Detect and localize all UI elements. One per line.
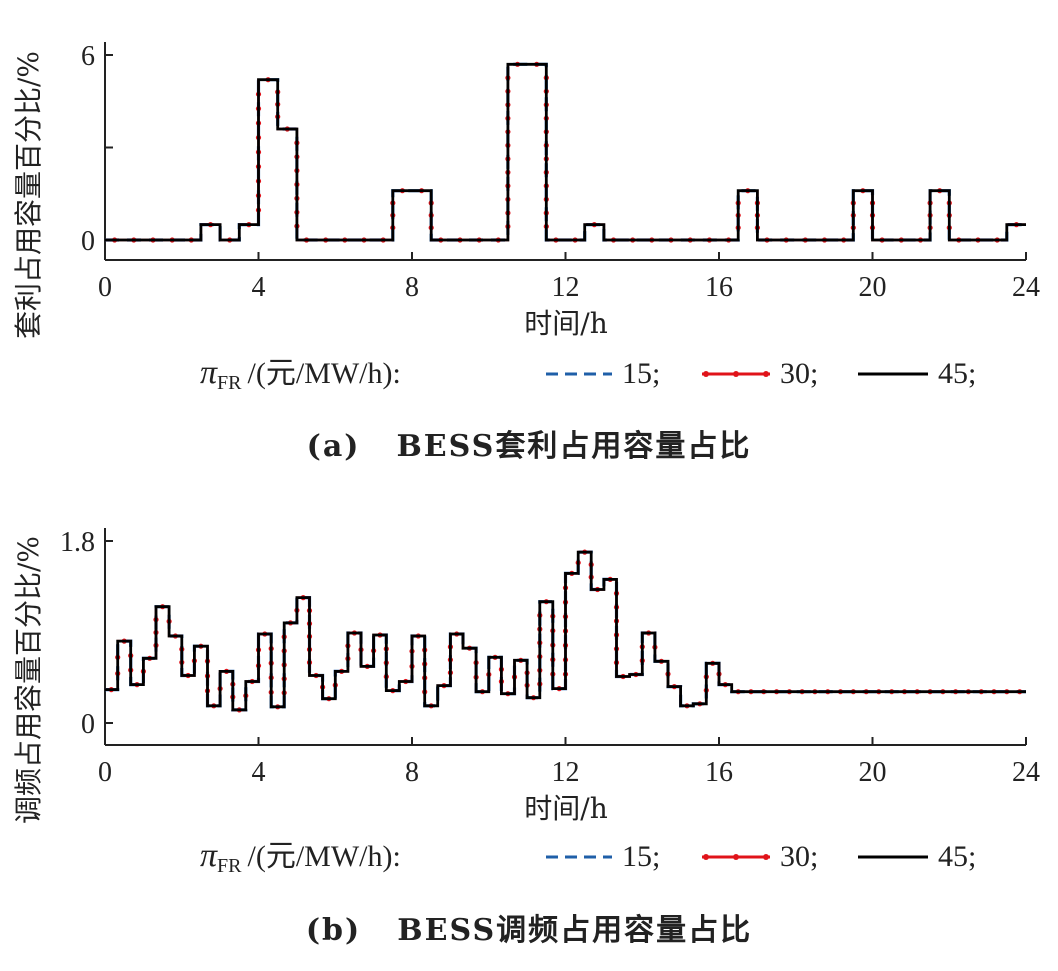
chart-a-legend-unit: /(元/MW/h): <box>248 357 401 390</box>
chart-a-caption-title: BESS套利占用容量占比 <box>396 429 751 464</box>
chart-b-series <box>105 549 1026 713</box>
chart-a-y-axis-title: 套利占用容量百分比/% <box>12 51 45 339</box>
chart-b-x-tick-label: 24 <box>1012 757 1040 788</box>
chart-b-legend-unit: /(元/MW/h): <box>248 840 401 873</box>
chart-b-x-tick-label: 4 <box>252 757 266 788</box>
chart-b-x-tick-label: 0 <box>98 757 112 788</box>
chart-a-legend-prefix: πFR /(元/MW/h): <box>200 354 401 394</box>
chart-b-legend-label-30: 30; <box>780 840 818 873</box>
chart-b-legend-label-45: 45; <box>938 840 976 873</box>
chart-b-legend-marker-30c <box>763 854 769 860</box>
chart-b-x-tick-label: 8 <box>405 757 419 788</box>
chart-a-axes <box>104 42 1026 261</box>
chart-b-caption-title: BESS调频占用容量占比 <box>397 913 752 948</box>
chart-a-caption-label: (a) <box>307 429 361 464</box>
chart-b-y-tick-label: 0 <box>81 709 95 740</box>
chart-a-legend-marker-30b <box>733 371 739 377</box>
chart-b-legend-sub: FR <box>217 855 242 877</box>
chart-a-x-tick-label: 20 <box>859 272 887 303</box>
chart-a-x-tick-label: 4 <box>252 272 266 303</box>
chart-a-caption: (a) BESS套利占用容量占比 <box>307 429 752 464</box>
chart-b-legend-prefix: πFR /(元/MW/h): <box>200 837 401 877</box>
chart-a-legend-sub: FR <box>217 372 242 394</box>
chart-a-legend-marker-30c <box>763 371 769 377</box>
chart-a-legend: πFR /(元/MW/h): 15; 30; 45; <box>200 354 976 394</box>
chart-a-x-tick-label: 8 <box>405 272 419 303</box>
chart-a-x-axis-title: 时间/h <box>524 307 607 340</box>
chart-a-x-tick-label: 12 <box>552 272 580 303</box>
chart-b-x-tick-label: 12 <box>552 757 580 788</box>
chart-a-series-30-line <box>105 63 1026 242</box>
chart-a-legend-marker-30a <box>703 371 709 377</box>
chart-a-x-tick-label: 0 <box>98 272 112 303</box>
chart-b-caption-label: (b) <box>306 913 361 948</box>
chart-a-y-tick-label: 0 <box>81 226 95 257</box>
chart-a-legend-label-15: 15; <box>622 357 660 390</box>
chart-a-legend-symbol: π <box>200 354 218 391</box>
chart-b-caption: (b) BESS调频占用容量占比 <box>306 913 752 948</box>
chart-b-x-tick-label: 16 <box>705 757 733 788</box>
chart-b-legend-symbol: π <box>200 837 218 874</box>
chart-a-x-ticks: 0 4 8 12 16 20 24 <box>98 252 1040 303</box>
chart-a-series-45-line <box>105 62 1026 242</box>
chart-b-series-45-line <box>105 550 1026 712</box>
chart-b-x-tick-label: 20 <box>859 757 887 788</box>
chart-a-series <box>105 61 1026 243</box>
chart-a-legend-label-45: 45; <box>938 357 976 390</box>
chart-a-series-15-line <box>105 62 1026 242</box>
chart-a-x-tick-label: 16 <box>705 272 733 303</box>
chart-a-legend-label-30: 30; <box>780 357 818 390</box>
chart-a-y-tick-label: 6 <box>81 41 95 72</box>
chart-b-legend-marker-30a <box>703 854 709 860</box>
chart-b-x-ticks: 0 4 8 12 16 20 24 <box>98 737 1040 788</box>
chart-b-legend: πFR /(元/MW/h): 15; 30; 45; <box>200 837 976 877</box>
chart-b: 0 4 8 12 16 20 24 01.8 时间/h 调频占用容量百分比/% πFR/(元… <box>12 527 1040 948</box>
chart-b-legend-label-15: 15; <box>622 840 660 873</box>
chart-b-x-axis-title: 时间/h <box>524 792 607 825</box>
chart-b-y-ticks: 01.8 <box>60 527 113 740</box>
chart-a-x-tick-label: 24 <box>1012 272 1040 303</box>
chart-b-legend-marker-30b <box>733 854 739 860</box>
chart-a-y-ticks: 06 <box>81 41 113 257</box>
chart-a: 0 4 8 12 16 20 24 06 时间/h 套利占用容量百分比/% πFR/(元/M… <box>12 41 1040 464</box>
chart-b-y-tick-label: 1.8 <box>60 527 95 558</box>
chart-b-y-axis-title: 调频占用容量百分比/% <box>12 536 45 824</box>
